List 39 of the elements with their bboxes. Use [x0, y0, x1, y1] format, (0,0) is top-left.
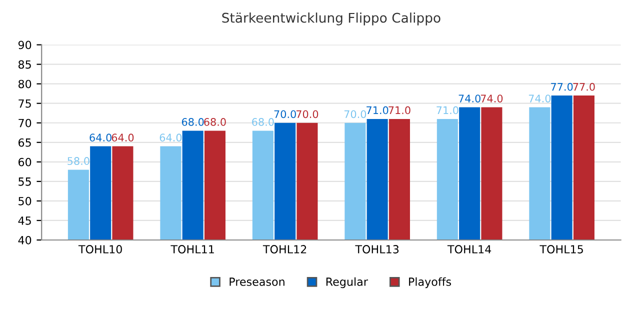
y-tick-label: 50 — [18, 196, 32, 206]
y-tick-label: 70 — [18, 118, 32, 128]
y-tick-label: 60 — [18, 158, 32, 166]
data-label: 77.0 — [573, 82, 595, 91]
data-label: 64.0 — [90, 134, 112, 142]
legend-label: Regular — [326, 277, 368, 288]
data-label: 68.0 — [252, 118, 274, 126]
x-tick-label: TOHL11 — [170, 245, 214, 254]
data-label: 68.0 — [182, 118, 204, 126]
y-tick-label: 85 — [18, 60, 31, 69]
y-tick-label: 40 — [18, 236, 32, 244]
data-label: 74.0 — [480, 94, 503, 102]
data-label: 77.0 — [551, 82, 573, 91]
legend-label: Playoffs — [409, 277, 452, 288]
y-tick-label: 65 — [18, 138, 31, 147]
y-tick-label: 90 — [18, 40, 32, 50]
data-label: 70.0 — [296, 110, 318, 118]
data-label: 70.0 — [344, 110, 366, 118]
x-tick-label: TOHL12 — [262, 245, 306, 254]
data-label: 58.0 — [68, 157, 90, 165]
data-label: 64.0 — [112, 134, 134, 142]
y-tick-label: 45 — [18, 216, 31, 225]
data-label: 71.0 — [436, 106, 458, 114]
data-label: 74.0 — [458, 94, 480, 102]
x-tick-label: TOHL10 — [78, 245, 122, 254]
y-tick-label: 80 — [18, 80, 32, 88]
x-tick-label: TOHL15 — [540, 245, 583, 254]
data-label: 70.0 — [274, 110, 296, 118]
y-tick-label: 75 — [18, 99, 31, 108]
data-label: 68.0 — [204, 118, 226, 126]
x-tick-label: TOHL13 — [355, 245, 399, 254]
chart-title: Stärkeentwicklung Flippo Calippo — [222, 12, 440, 26]
legend-label: Preseason — [230, 278, 284, 286]
x-tick-label: TOHL14 — [447, 245, 492, 254]
data-label: 71.0 — [366, 106, 388, 114]
data-label: 71.0 — [388, 106, 410, 114]
data-label: 64.0 — [160, 134, 182, 142]
y-tick-label: 55 — [18, 178, 31, 186]
data-label: 74.0 — [528, 94, 551, 102]
